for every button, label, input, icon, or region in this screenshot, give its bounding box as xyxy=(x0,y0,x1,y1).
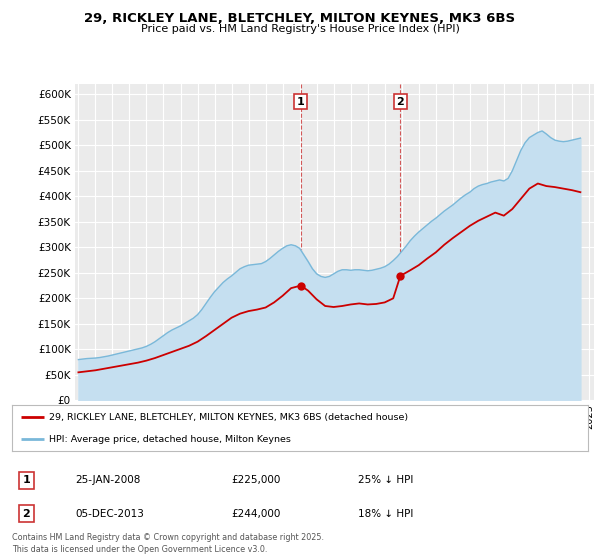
Text: 1: 1 xyxy=(23,475,30,485)
Text: 2: 2 xyxy=(23,509,30,519)
Text: 1: 1 xyxy=(297,97,305,106)
Text: 29, RICKLEY LANE, BLETCHLEY, MILTON KEYNES, MK3 6BS: 29, RICKLEY LANE, BLETCHLEY, MILTON KEYN… xyxy=(85,12,515,25)
Text: 05-DEC-2013: 05-DEC-2013 xyxy=(76,509,144,519)
Text: 18% ↓ HPI: 18% ↓ HPI xyxy=(358,509,413,519)
Text: 2: 2 xyxy=(397,97,404,106)
Text: £244,000: £244,000 xyxy=(231,509,280,519)
Text: 25-JAN-2008: 25-JAN-2008 xyxy=(76,475,141,485)
Text: 29, RICKLEY LANE, BLETCHLEY, MILTON KEYNES, MK3 6BS (detached house): 29, RICKLEY LANE, BLETCHLEY, MILTON KEYN… xyxy=(49,413,409,422)
Text: HPI: Average price, detached house, Milton Keynes: HPI: Average price, detached house, Milt… xyxy=(49,435,292,444)
Text: £225,000: £225,000 xyxy=(231,475,280,485)
Text: 25% ↓ HPI: 25% ↓ HPI xyxy=(358,475,413,485)
Text: Contains HM Land Registry data © Crown copyright and database right 2025.
This d: Contains HM Land Registry data © Crown c… xyxy=(12,533,324,554)
Text: Price paid vs. HM Land Registry's House Price Index (HPI): Price paid vs. HM Land Registry's House … xyxy=(140,24,460,34)
